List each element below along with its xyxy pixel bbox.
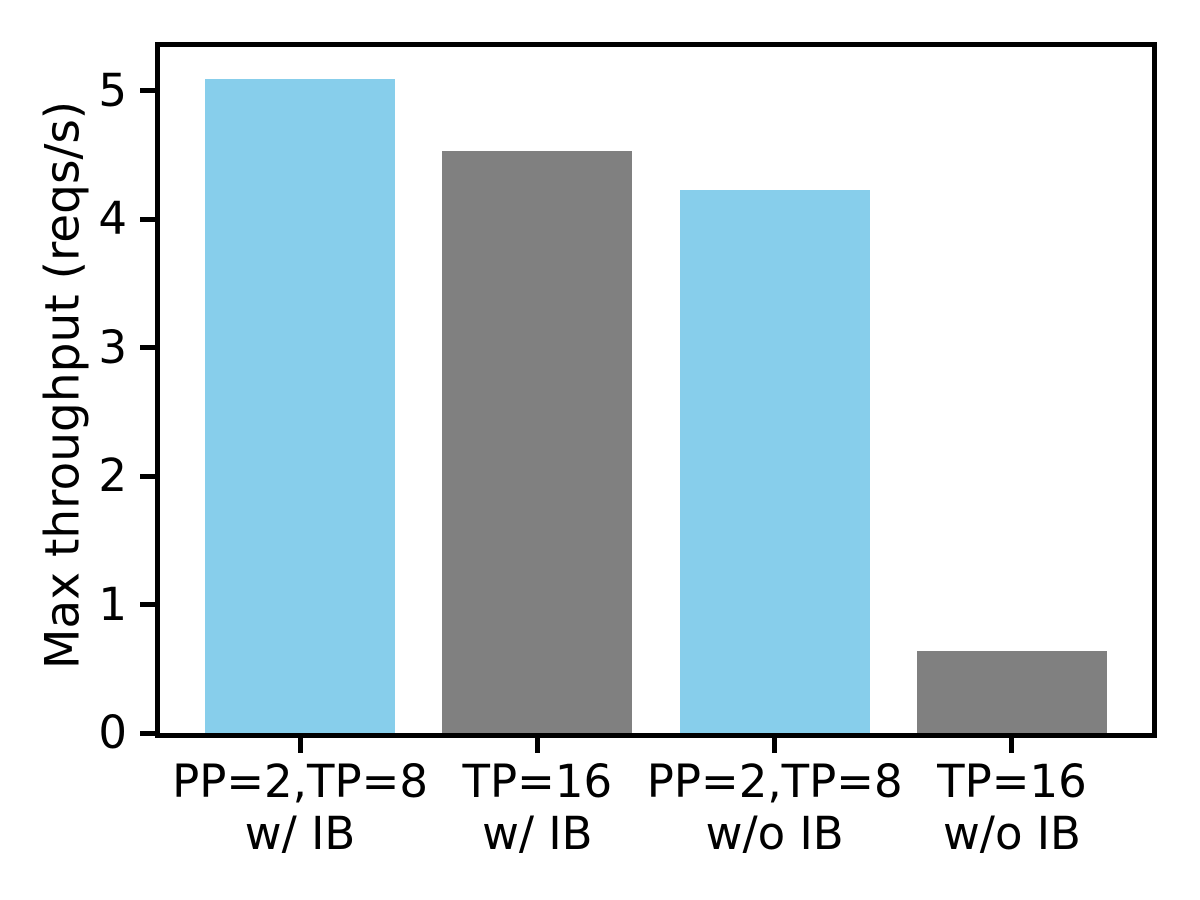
bar-0	[205, 79, 395, 733]
y-axis-label: Max throughput (reqs/s)	[35, 100, 91, 670]
y-tick-label: 2	[98, 449, 127, 503]
y-tick-label: 5	[98, 63, 127, 117]
x-tick-label: TP=16 w/o IB	[937, 755, 1087, 860]
y-tick-mark	[140, 216, 155, 222]
plot-area: 0 1 2 3 4 5 PP=2,TP=8 w/ IB TP=16 w/ IB PP=2,TP…	[98, 42, 1157, 860]
y-tick-mark	[140, 730, 155, 736]
x-tick-label: TP=16 w/ IB	[462, 755, 613, 860]
x-tick-mark	[1009, 738, 1015, 753]
x-tick-label: PP=2,TP=8 w/ IB	[172, 755, 428, 860]
bar-2	[679, 189, 870, 733]
y-tick-label: 1	[98, 577, 127, 631]
y-tick-mark	[140, 345, 155, 351]
y-tick-mark	[140, 88, 155, 94]
x-tick-mark	[772, 738, 778, 753]
y-tick-label: 0	[98, 706, 127, 759]
x-tick-mark	[297, 738, 303, 753]
y-tick-mark	[140, 602, 155, 608]
bar-1	[442, 151, 633, 733]
x-tick-mark	[534, 738, 540, 753]
y-tick-label: 3	[98, 320, 127, 374]
y-tick-label: 4	[98, 192, 127, 246]
bar-3	[917, 650, 1107, 733]
y-tick-mark	[140, 473, 155, 479]
x-tick-label: PP=2,TP=8 w/o IB	[646, 755, 903, 860]
